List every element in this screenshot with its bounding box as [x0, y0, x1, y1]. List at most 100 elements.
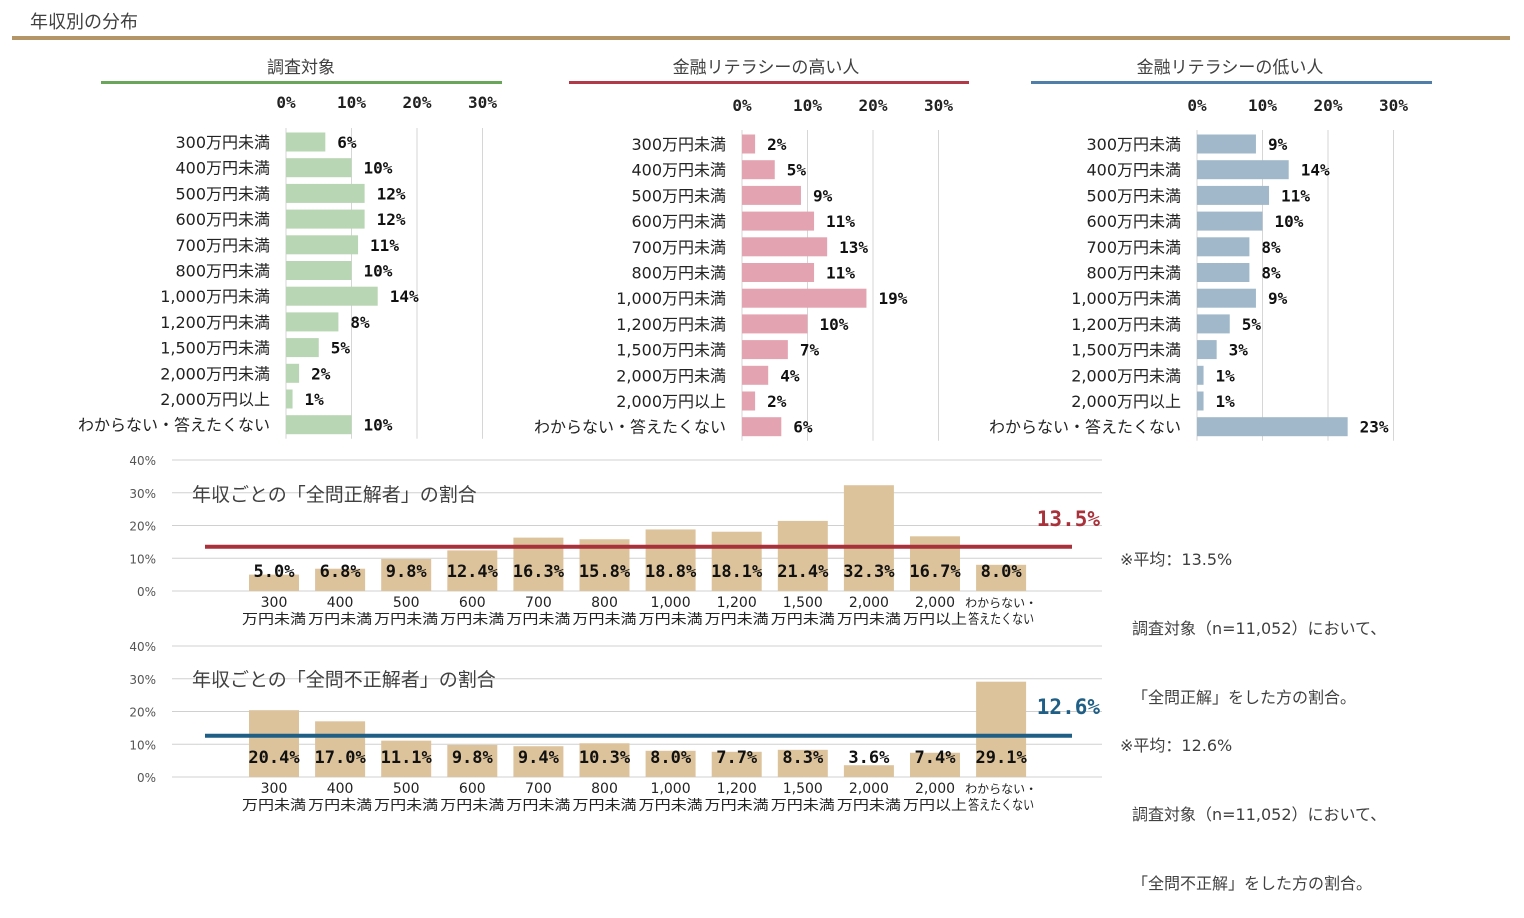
data-label: 9.4% [518, 748, 560, 768]
bar [286, 312, 339, 332]
category-label: 1,200万円未満 [1071, 315, 1181, 334]
data-label: 9% [1268, 289, 1288, 308]
category-label: 400万円未満 [1086, 161, 1181, 180]
category-label-line1: 500 [393, 595, 420, 611]
category-label-line1: 1,200 [717, 781, 757, 797]
note-line: 「全問正解」をした方の割合。 [1132, 688, 1357, 707]
bar [645, 529, 696, 591]
category-label-line2: 万円未満 [573, 798, 637, 814]
y-tick-label: 0% [137, 771, 156, 785]
data-label: 5.0% [254, 562, 296, 582]
data-label: 12% [377, 210, 406, 229]
bar [742, 263, 815, 282]
category-label-line2: 万円未満 [573, 612, 637, 628]
panel-title-rule [101, 81, 502, 84]
x-tick-label: 10% [337, 93, 366, 112]
category-label: 300万円未満 [175, 133, 270, 152]
x-tick-label: 10% [1248, 96, 1277, 115]
data-label: 8% [1261, 264, 1281, 283]
bar [742, 185, 801, 205]
category-label: 1,500万円未満 [616, 341, 726, 360]
bar [742, 211, 815, 231]
bar [315, 721, 366, 777]
panel-title: 調査対象 [267, 58, 335, 78]
note-line: ※平均：13.5% [1120, 550, 1233, 569]
category-label-line2: 万円未満 [440, 798, 504, 814]
bar [1197, 237, 1250, 257]
bar [579, 743, 630, 777]
x-tick-label: 30% [468, 93, 497, 112]
data-label: 21.4% [777, 562, 829, 582]
bar [286, 158, 352, 178]
y-tick-label: 10% [129, 552, 156, 566]
average-label: 12.6% [1037, 695, 1101, 719]
data-label: 6% [793, 418, 813, 437]
data-label: 7.4% [915, 748, 957, 768]
bar [1197, 340, 1217, 360]
category-label: わからない・答えたくない [78, 416, 270, 435]
panel-title-rule [569, 81, 969, 84]
x-tick-label: 10% [793, 96, 822, 115]
data-label: 10% [820, 315, 849, 334]
bar [286, 415, 352, 435]
category-label-line1: 2,000 [849, 781, 889, 797]
category-label-line2: 万円未満 [506, 798, 570, 814]
y-tick-label: 30% [129, 487, 156, 501]
category-label: 1,000万円未満 [1071, 289, 1181, 308]
data-label: 8.0% [981, 562, 1023, 582]
bar [286, 363, 300, 383]
category-label: わからない・答えたくない [534, 418, 726, 437]
bar [286, 338, 319, 358]
category-label: 700万円未満 [1086, 238, 1181, 257]
category-label-line2: 万円未満 [771, 612, 835, 628]
bar [742, 340, 788, 360]
bar [286, 286, 378, 306]
data-label: 10% [364, 159, 393, 178]
category-label-line1: わからない・ [965, 782, 1037, 796]
data-label: 9% [1268, 135, 1288, 154]
data-label: 19% [878, 289, 907, 308]
category-label: 600万円未満 [175, 210, 270, 229]
bar [742, 391, 756, 411]
bar [711, 751, 762, 777]
data-label: 12% [377, 184, 406, 203]
category-label-line1: 400 [327, 781, 354, 797]
data-label: 20.4% [248, 748, 300, 768]
bar [843, 485, 894, 591]
y-tick-label: 0% [137, 585, 156, 599]
data-label: 6% [337, 133, 357, 152]
bar [910, 752, 960, 777]
chart-title: 年収ごとの「全問不正解者」の割合 [192, 669, 496, 691]
category-label-line1: 300 [261, 781, 288, 797]
category-label-line2: 万円未満 [506, 612, 570, 628]
category-label: 1,200万円未満 [160, 313, 270, 332]
category-label: 400万円未満 [631, 161, 726, 180]
category-label: 600万円未満 [1086, 212, 1181, 231]
category-label-line1: 2,000 [915, 781, 955, 797]
bar [742, 160, 775, 180]
data-label: 6.8% [320, 562, 362, 582]
bar [249, 574, 299, 591]
bar [711, 531, 762, 591]
category-label: 2,000万円以上 [616, 392, 726, 411]
category-label: 400万円未満 [175, 159, 270, 178]
bar [1197, 134, 1256, 154]
category-label-line1: 1,200 [717, 595, 757, 611]
category-label-line1: 800 [591, 595, 618, 611]
y-tick-label: 30% [129, 673, 156, 687]
data-label: 16.7% [909, 562, 961, 582]
bar [742, 288, 867, 308]
category-label: 800万円未満 [631, 264, 726, 283]
data-label: 1% [1216, 366, 1236, 385]
category-label: 2,000万円未満 [160, 364, 270, 383]
data-label: 10% [364, 262, 393, 281]
data-label: 13% [839, 238, 868, 257]
category-label-line1: 500 [393, 781, 420, 797]
bar [1197, 417, 1348, 437]
x-tick-label: 0% [732, 96, 752, 115]
category-label-line2: 万円未満 [374, 612, 438, 628]
bar [1197, 365, 1204, 385]
panel-title: 金融リテラシーの低い人 [1137, 58, 1324, 78]
category-label-line1: 1,000 [651, 781, 691, 797]
